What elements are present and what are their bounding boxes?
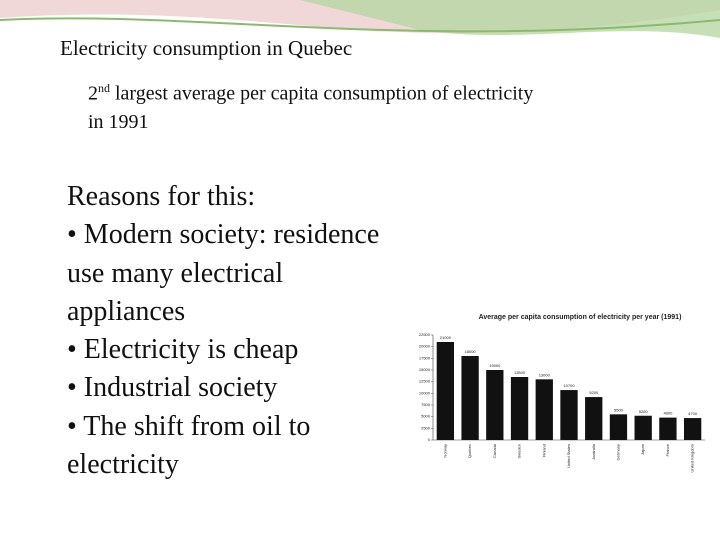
- bar: [609, 414, 628, 440]
- reason-line: • Electricity is cheap: [67, 334, 299, 366]
- bar: [436, 342, 455, 440]
- chart-background: [405, 303, 712, 478]
- value-label: 21000: [440, 335, 452, 340]
- reason-line: appliances: [67, 295, 186, 327]
- value-label: 4800: [663, 411, 673, 416]
- x-tick-label: Quebec: [467, 444, 472, 458]
- bar: [461, 356, 479, 440]
- bar: [585, 397, 603, 440]
- y-tick-label: 20000: [419, 344, 431, 349]
- bar: [560, 390, 578, 440]
- x-tick-label: Sweden: [517, 444, 522, 458]
- bar: [535, 379, 553, 440]
- value-label: 4700: [688, 411, 698, 416]
- chart-title: Average per capita consumption of electr…: [479, 314, 682, 321]
- y-tick-label: 7500: [421, 402, 431, 407]
- y-tick-label: 2500: [421, 425, 431, 430]
- x-tick-label: Australia: [591, 443, 596, 459]
- value-label: 10700: [563, 383, 575, 388]
- y-tick-label: 5000: [421, 414, 431, 419]
- reason-line: use many electrical: [67, 257, 284, 289]
- x-tick-label: Finland: [541, 444, 546, 457]
- x-tick-label: France: [665, 443, 670, 456]
- bar: [486, 370, 504, 440]
- decoration: [0, 0, 720, 38]
- bar: [510, 377, 529, 440]
- value-label: 9200: [589, 390, 599, 395]
- y-tick-label: 0: [428, 437, 431, 442]
- heading: Electricity consumption in Quebec: [60, 36, 353, 60]
- y-tick-label: 12500: [419, 379, 431, 384]
- reasons: Reasons for this: • Modern society: resid…: [67, 178, 379, 484]
- x-tick-label: Norway: [442, 444, 447, 458]
- y-tick-label: 22500: [419, 332, 431, 337]
- x-tick-label: Canada: [492, 443, 497, 458]
- value-label: 18000: [465, 349, 477, 354]
- value-label: 5500: [614, 407, 624, 412]
- x-tick-label: Japan: [640, 444, 645, 455]
- x-tick-label: United Kingdom: [690, 443, 695, 472]
- value-label: 13000: [539, 372, 551, 377]
- bar: [659, 417, 677, 440]
- reason-line: • The shift from oil to: [67, 410, 311, 442]
- value-label: 5200: [639, 409, 649, 414]
- bullet-continuation: in 1991: [88, 110, 149, 133]
- value-label: 15000: [489, 363, 501, 368]
- chart: Average per capita consumption of electr…: [405, 303, 712, 478]
- reason-line: Reasons for this:: [67, 181, 256, 212]
- bar: [683, 418, 702, 440]
- sub-bullet: 2nd largest average per capita consumpti…: [88, 74, 533, 136]
- value-label: 13500: [514, 370, 526, 375]
- reason-line: • Industrial society: [67, 372, 278, 404]
- ordinal-suffix: nd: [98, 81, 110, 95]
- x-tick-label: Germany: [616, 444, 621, 460]
- x-tick-label: United States: [566, 444, 571, 468]
- bar: [634, 415, 652, 440]
- y-tick-label: 15000: [419, 367, 431, 372]
- ordinal: 2: [88, 82, 98, 105]
- bullet-text: largest average per capita consumption o…: [115, 82, 534, 105]
- y-tick-label: 10000: [419, 390, 431, 395]
- y-tick-label: 17500: [419, 355, 431, 360]
- reason-line: • Modern society: residence: [67, 219, 380, 251]
- reason-line: electricity: [67, 449, 179, 481]
